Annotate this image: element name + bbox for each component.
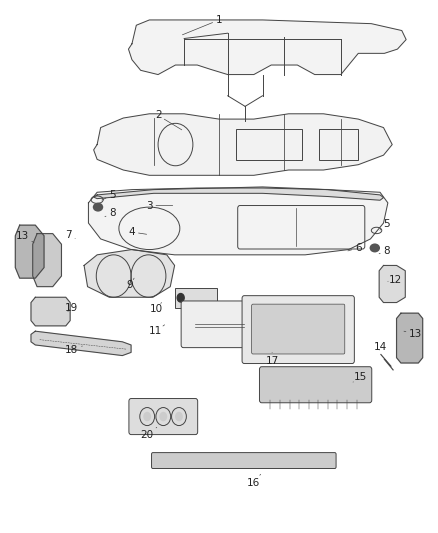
Circle shape — [175, 412, 183, 421]
Polygon shape — [15, 225, 44, 278]
Polygon shape — [94, 187, 384, 200]
Text: 3: 3 — [146, 200, 173, 211]
Circle shape — [143, 412, 151, 421]
Text: 18: 18 — [65, 345, 82, 356]
Text: 8: 8 — [105, 208, 116, 219]
Text: 13: 13 — [16, 231, 34, 243]
Text: 9: 9 — [127, 278, 134, 290]
FancyBboxPatch shape — [259, 367, 372, 403]
Circle shape — [159, 412, 167, 421]
Polygon shape — [396, 313, 423, 363]
FancyBboxPatch shape — [252, 304, 345, 354]
FancyBboxPatch shape — [152, 453, 336, 469]
Text: 2: 2 — [155, 110, 182, 130]
Text: 7: 7 — [66, 230, 75, 240]
Polygon shape — [84, 249, 175, 297]
Polygon shape — [128, 20, 406, 75]
Polygon shape — [88, 188, 388, 255]
Polygon shape — [33, 233, 61, 287]
Text: 14: 14 — [374, 342, 388, 352]
Text: 5: 5 — [380, 219, 390, 230]
Text: 20: 20 — [141, 427, 157, 440]
Text: 6: 6 — [348, 243, 362, 253]
Polygon shape — [94, 114, 392, 175]
FancyBboxPatch shape — [129, 399, 198, 434]
Circle shape — [177, 294, 184, 302]
Polygon shape — [31, 331, 131, 356]
Text: 1: 1 — [182, 15, 223, 35]
Text: 5: 5 — [102, 190, 116, 200]
Ellipse shape — [370, 244, 380, 253]
Text: 10: 10 — [149, 303, 162, 314]
Text: 8: 8 — [379, 246, 390, 256]
Text: 19: 19 — [65, 303, 78, 313]
Text: 15: 15 — [353, 372, 367, 382]
Text: 17: 17 — [265, 352, 279, 366]
FancyBboxPatch shape — [242, 296, 354, 364]
FancyBboxPatch shape — [175, 288, 217, 308]
FancyBboxPatch shape — [181, 301, 254, 348]
Polygon shape — [379, 265, 405, 303]
Text: 12: 12 — [388, 274, 402, 285]
Text: 13: 13 — [404, 329, 422, 340]
Text: 16: 16 — [246, 474, 261, 488]
Polygon shape — [31, 297, 70, 326]
Text: 4: 4 — [129, 227, 147, 237]
Ellipse shape — [93, 203, 103, 212]
Text: 11: 11 — [149, 325, 165, 336]
